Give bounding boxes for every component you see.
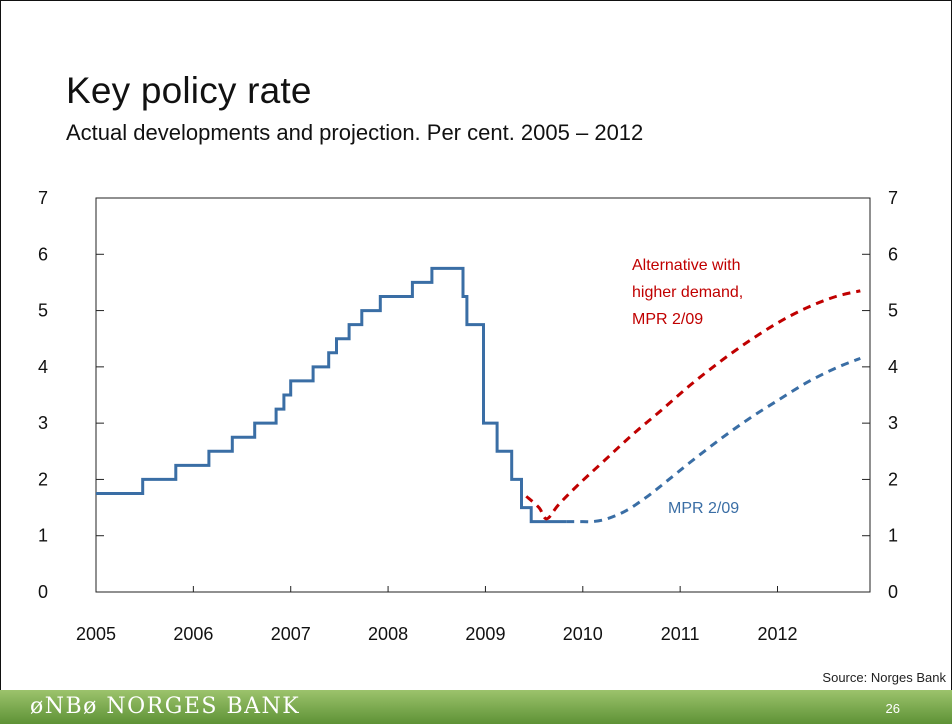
y-tick-label-right-2: 2 [888,469,898,489]
x-tick-label-2010: 2010 [563,624,603,644]
footer-bar: øNBø NORGES BANK 26 [0,690,952,724]
source-note: Source: Norges Bank [822,670,946,685]
annotation-alternative-line-3: MPR 2/09 [632,311,703,328]
series-line-actual [96,266,567,524]
y-tick-label-right-4: 4 [888,357,898,377]
series-line-projection [566,357,861,524]
slide-title: Key policy rate [66,70,312,111]
policy-rate-chart: 0 0 1 1 2 2 3 3 4 4 5 5 6 6 7 7 2005 2006 2007 2008 2009 2010… [38,188,898,644]
x-tick-label-2011: 2011 [661,624,700,644]
series-line-alternative [525,289,861,521]
y-tick-label-left-7: 7 [38,188,48,208]
y-tick-label-right-7: 7 [888,188,898,208]
x-tick-label-2012: 2012 [757,624,797,644]
y-tick-label-left-0: 0 [38,582,48,602]
y-tick-label-left-3: 3 [38,413,48,433]
x-tick-label-2005: 2005 [76,624,116,644]
annotation-projection-line-1: MPR 2/09 [668,500,739,517]
slide-subtitle: Actual developments and projection. Per … [66,120,644,145]
y-tick-label-left-6: 6 [38,244,48,264]
y-tick-label-right-6: 6 [888,244,898,264]
norges-bank-logo: øNBø NORGES BANK [30,694,301,719]
y-tick-label-left-5: 5 [38,301,48,321]
plot-area-border [95,197,871,593]
x-tick-label-2009: 2009 [465,624,505,644]
annotation-alternative-line-1: Alternative with [632,257,741,274]
y-tick-label-right-3: 3 [888,413,898,433]
x-tick-label-2007: 2007 [271,624,311,644]
x-tick-label-2006: 2006 [173,624,213,644]
y-tick-label-right-1: 1 [888,526,898,546]
y-tick-label-right-0: 0 [888,582,898,602]
page-number: 26 [885,701,900,716]
x-tick-label-2008: 2008 [368,624,408,644]
y-tick-label-left-1: 1 [38,526,48,546]
y-tick-label-right-5: 5 [888,301,898,321]
y-tick-label-left-4: 4 [38,357,48,377]
annotation-alternative-line-2: higher demand, [632,284,743,301]
y-tick-label-left-2: 2 [38,469,48,489]
